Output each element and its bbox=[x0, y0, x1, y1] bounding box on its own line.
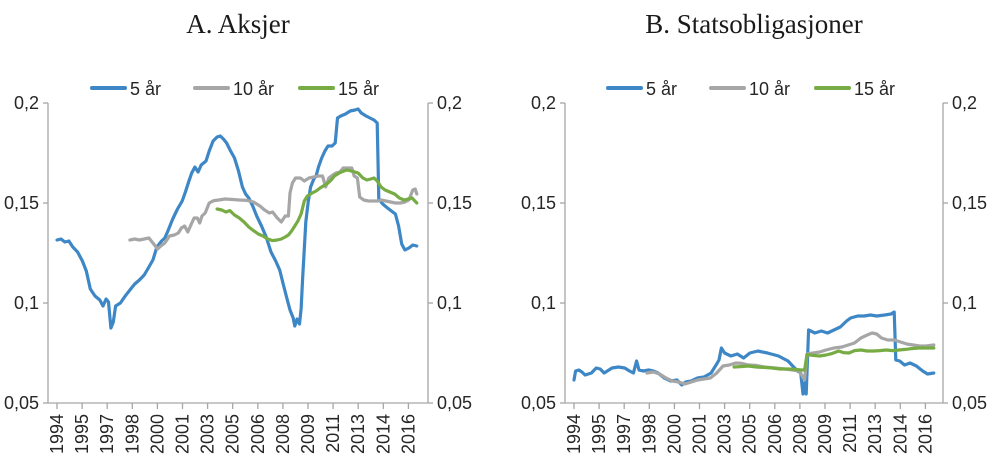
x-tick-label: 2013 bbox=[865, 414, 885, 454]
x-tick-label: 2014 bbox=[890, 414, 910, 454]
legend-label-10ar: 10 år bbox=[749, 79, 790, 99]
x-tick-label: 1995 bbox=[72, 414, 92, 454]
x-tick-label: 2011 bbox=[840, 414, 860, 453]
x-tick-label: 2000 bbox=[664, 414, 684, 454]
x-tick-label: 2014 bbox=[373, 414, 393, 454]
x-tick-label: 1995 bbox=[589, 414, 609, 454]
x-tick-label: 2001 bbox=[690, 414, 710, 454]
chart-title-statsobligasjoner: B. Statsobligasjoner bbox=[645, 9, 863, 39]
series-line-15år bbox=[732, 346, 936, 372]
legend-label-15ar: 15 år bbox=[338, 79, 379, 99]
y-tick-label-right: 0,15 bbox=[437, 193, 472, 213]
series-line-10år bbox=[645, 331, 936, 386]
y-tick-label-right: 0,15 bbox=[952, 193, 987, 213]
legend-label-10ar: 10 år bbox=[233, 79, 274, 99]
series-line-5år bbox=[572, 310, 936, 396]
x-tick-label: 1997 bbox=[614, 414, 634, 454]
x-tick-label: 2009 bbox=[815, 414, 835, 454]
chart-panel-statsobligasjoner: B. Statsobligasjoner 5 år 10 år 15 år 0,… bbox=[521, 9, 987, 454]
y-tick-label-left: 0,05 bbox=[521, 393, 556, 413]
chart-panel-aksjer: A. Aksjer 5 år 10 år 15 år 0,2 0,2 0,15 0,1… bbox=[4, 9, 472, 454]
x-tick-label: 1994 bbox=[564, 414, 584, 454]
legend-label-15ar: 15 år bbox=[854, 79, 895, 99]
x-tick-label: 2009 bbox=[298, 414, 318, 454]
x-tick-label: 2016 bbox=[915, 414, 935, 454]
legend-label-5ar: 5 år bbox=[646, 79, 677, 99]
x-tick-label: 2008 bbox=[790, 414, 810, 454]
series-line-10år bbox=[128, 166, 419, 251]
legend-aksjer: 5 år 10 år 15 år bbox=[90, 79, 379, 99]
legend-label-5ar: 5 år bbox=[130, 79, 161, 99]
x-tick-label: 2001 bbox=[173, 414, 193, 454]
x-tick-label: 2000 bbox=[147, 414, 167, 454]
series-line-15år bbox=[215, 168, 419, 243]
x-tick-label: 1997 bbox=[97, 414, 117, 454]
y-tick-label-right: 0,1 bbox=[952, 293, 977, 313]
x-tick-label: 2006 bbox=[248, 414, 268, 454]
series-line-5år bbox=[55, 107, 419, 330]
x-tick-label: 2005 bbox=[223, 414, 243, 454]
x-tick-label: 2008 bbox=[273, 414, 293, 454]
chart-title-aksjer: A. Aksjer bbox=[186, 9, 290, 39]
y-tick-label-right: 0,2 bbox=[952, 93, 977, 113]
y-tick-label-left: 0,2 bbox=[531, 93, 556, 113]
x-tick-label: 2016 bbox=[398, 414, 418, 454]
x-tick-label: 2013 bbox=[348, 414, 368, 454]
y-tick-label-right: 0,2 bbox=[437, 93, 462, 113]
x-tick-label: 2003 bbox=[715, 414, 735, 454]
y-tick-label-right: 0,05 bbox=[952, 393, 987, 413]
x-tick-label: 2003 bbox=[198, 414, 218, 454]
legend-statsobligasjoner: 5 år 10 år 15 år bbox=[606, 79, 895, 99]
y-tick-label-right: 0,05 bbox=[437, 393, 472, 413]
y-tick-label-right: 0,1 bbox=[437, 293, 462, 313]
y-tick-label-left: 0,1 bbox=[531, 293, 556, 313]
y-tick-label-left: 0,15 bbox=[4, 193, 39, 213]
y-tick-label-left: 0,05 bbox=[4, 393, 39, 413]
x-tick-label: 2011 bbox=[323, 414, 343, 453]
x-tick-label: 2005 bbox=[740, 414, 760, 454]
x-tick-label: 1998 bbox=[122, 414, 142, 454]
x-tick-label: 2006 bbox=[765, 414, 785, 454]
plot-area-aksjer: 0,2 0,2 0,15 0,15 0,1 0,1 0,05 0,05 1994 1995 1997… bbox=[4, 93, 472, 454]
y-tick-label-left: 0,1 bbox=[14, 293, 39, 313]
x-tick-label: 1994 bbox=[47, 414, 67, 454]
y-tick-label-left: 0,15 bbox=[521, 193, 556, 213]
x-tick-label: 1998 bbox=[639, 414, 659, 454]
plot-area-statsobligasjoner: 0,2 0,2 0,15 0,15 0,1 0,1 0,05 0,05 1994 1995 1997… bbox=[521, 93, 987, 454]
y-tick-label-left: 0,2 bbox=[14, 93, 39, 113]
